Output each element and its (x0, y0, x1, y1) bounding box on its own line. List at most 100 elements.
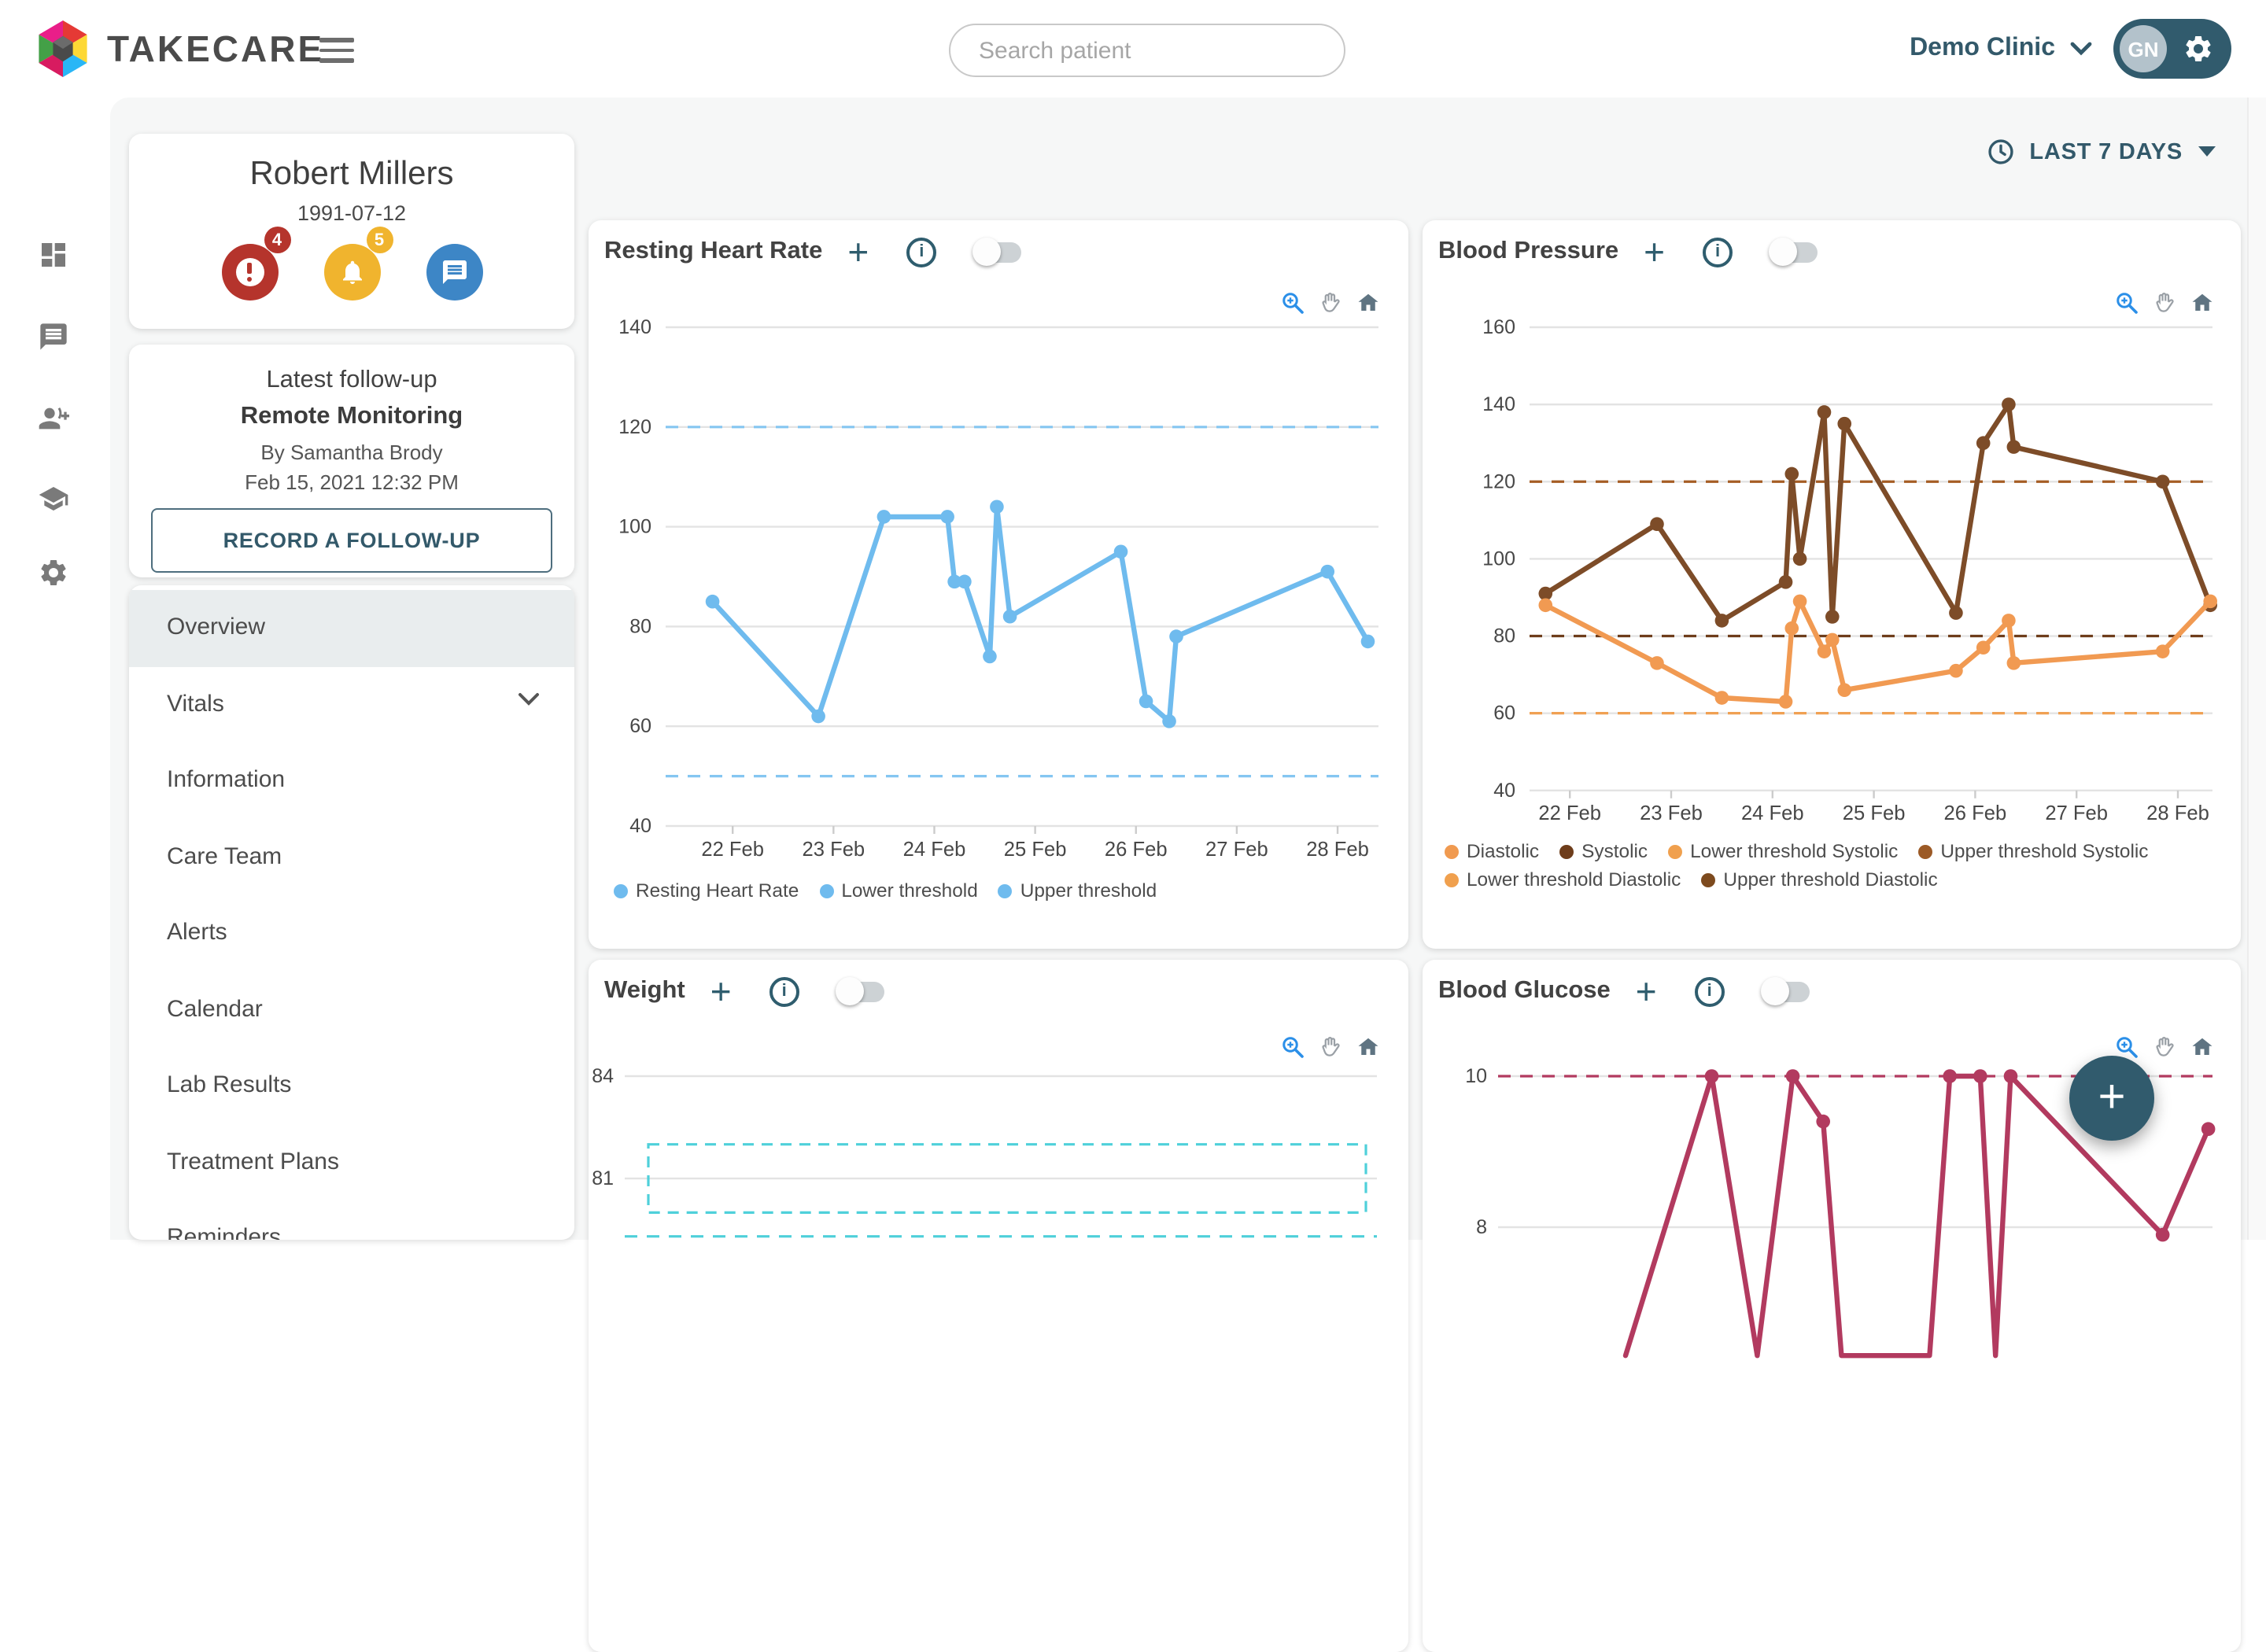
nav-item-treatment-plans[interactable]: Treatment Plans (167, 1148, 339, 1174)
add-measurement-button[interactable]: + (1635, 971, 1657, 1012)
gear-icon[interactable] (2183, 33, 2214, 65)
svg-text:120: 120 (1482, 470, 1515, 492)
search-input[interactable] (949, 24, 1345, 77)
pan-icon[interactable] (1319, 291, 1342, 315)
chart-title: Weight (604, 977, 685, 1004)
chart-title: Resting Heart Rate (604, 238, 823, 264)
app-logo[interactable]: TAKECARE (35, 17, 324, 80)
chart-modebar (2115, 291, 2214, 315)
svg-text:100: 100 (618, 516, 651, 538)
legend-dot-icon (1445, 872, 1459, 887)
clinic-selector[interactable]: Demo Clinic (1910, 35, 2093, 63)
svg-text:80: 80 (629, 615, 651, 637)
nav-item-overview[interactable]: Overview (129, 590, 574, 666)
error-icon (235, 258, 264, 286)
scrollbar[interactable] (2247, 98, 2266, 1240)
svg-text:23 Feb: 23 Feb (802, 839, 865, 861)
chart-toggle[interactable] (1760, 977, 1810, 1005)
avatar: GN (2120, 25, 2167, 72)
add-fab-button[interactable]: + (2069, 1056, 2154, 1141)
record-followup-button[interactable]: RECORD A FOLLOW-UP (151, 508, 552, 573)
nav-item-reminders[interactable]: Reminders (167, 1224, 282, 1240)
patient-name: Robert Millers (249, 156, 454, 192)
person-add-icon[interactable] (38, 403, 69, 434)
pan-icon[interactable] (2153, 291, 2176, 315)
menu-hamburger-icon[interactable] (319, 38, 354, 69)
home-icon[interactable] (2190, 291, 2214, 315)
home-icon[interactable] (1356, 1035, 1380, 1059)
info-icon[interactable]: i (1694, 976, 1725, 1006)
nav-item-care-team[interactable]: Care Team (167, 843, 282, 869)
info-icon[interactable]: i (769, 976, 799, 1006)
legend-item: Upper threshold (998, 879, 1157, 902)
notifications-badge[interactable]: 5 (323, 227, 393, 301)
clock-icon (1987, 139, 2013, 164)
svg-text:28 Feb: 28 Feb (2146, 802, 2209, 824)
user-menu[interactable]: GN (2113, 19, 2231, 79)
svg-text:22 Feb: 22 Feb (701, 839, 764, 861)
info-icon[interactable]: i (1703, 237, 1733, 267)
app-name: TAKECARE (107, 28, 325, 68)
svg-text:24 Feb: 24 Feb (903, 839, 966, 861)
pan-icon[interactable] (2153, 1035, 2176, 1059)
period-selector[interactable]: LAST 7 DAYS (1987, 138, 2216, 165)
nav-item-alerts[interactable]: Alerts (167, 919, 227, 946)
add-measurement-button[interactable]: + (1644, 231, 1665, 272)
legend-item: Resting Heart Rate (614, 879, 799, 902)
message-icon (442, 260, 466, 284)
svg-text:40: 40 (629, 815, 651, 837)
clinic-name: Demo Clinic (1910, 35, 2055, 61)
chart-header: Blood Glucose + i (1438, 971, 1810, 1012)
nav-item-vitals[interactable]: Vitals (129, 666, 574, 743)
chart-toggle[interactable] (1769, 238, 1818, 266)
legend-dot-icon (1701, 872, 1716, 887)
svg-text:140: 140 (618, 316, 651, 338)
legend-dot-icon (1559, 844, 1574, 858)
alerts-badge[interactable]: 4 (221, 227, 290, 301)
zoom-icon[interactable] (1281, 1035, 1305, 1059)
chart-legend: Resting Heart Rate Lower threshold Upper t… (614, 879, 1385, 908)
chevron-down-icon (519, 692, 539, 705)
info-icon[interactable]: i (906, 237, 937, 267)
svg-text:60: 60 (1493, 702, 1515, 725)
messages-badge[interactable] (426, 244, 482, 301)
nav-item-lab-results[interactable]: Lab Results (167, 1071, 292, 1098)
zoom-icon[interactable] (2115, 1035, 2139, 1059)
legend-item: Upper threshold Diastolic (1701, 868, 1938, 891)
resting-heart-rate-card: Resting Heart Rate + i 40 60 80 100 120 140 22… (589, 220, 1408, 949)
home-icon[interactable] (2190, 1035, 2214, 1059)
chevron-down-icon (2070, 42, 2092, 56)
chart-header: Resting Heart Rate + i (604, 231, 1022, 272)
home-icon[interactable] (1356, 291, 1380, 315)
patient-nav: Overview Vitals Information Care Team Al… (129, 585, 574, 1240)
patient-badges: 4 5 (129, 227, 574, 301)
chart-toggle[interactable] (835, 977, 884, 1005)
logo-hexagon-icon (39, 20, 87, 77)
followup-datetime: Feb 15, 2021 12:32 PM (245, 470, 459, 494)
blood-pressure-card: Blood Pressure + i 40 60 80 100 120 140 160 22 … (1423, 220, 2241, 949)
chart-header: Blood Pressure + i (1438, 231, 1818, 272)
nav-item-calendar[interactable]: Calendar (167, 995, 263, 1022)
zoom-icon[interactable] (1281, 291, 1305, 315)
add-measurement-button[interactable]: + (710, 971, 732, 1012)
zoom-icon[interactable] (2115, 291, 2139, 315)
period-label: LAST 7 DAYS (2029, 139, 2183, 164)
svg-text:27 Feb: 27 Feb (1205, 839, 1268, 861)
legend-item: Lower threshold (819, 879, 978, 902)
settings-icon[interactable] (38, 557, 69, 588)
chart-title: Blood Pressure (1438, 238, 1619, 264)
svg-text:160: 160 (1482, 316, 1515, 338)
nav-item-information[interactable]: Information (167, 766, 286, 793)
dashboard-icon[interactable] (38, 239, 69, 271)
education-icon[interactable] (38, 483, 69, 514)
chart-toggle[interactable] (972, 238, 1022, 266)
add-measurement-button[interactable]: + (847, 231, 869, 272)
weight-chart: 81 84 (592, 1065, 1377, 1238)
legend-item: Upper threshold Systolic (1918, 840, 2149, 862)
blood-pressure-chart: 40 60 80 100 120 140 160 22 Feb 23 Feb 24 Feb 25 F… (1482, 316, 2218, 824)
notifications-count: 5 (366, 227, 393, 253)
legend-dot-icon (819, 883, 834, 898)
svg-text:25 Feb: 25 Feb (1004, 839, 1067, 861)
pan-icon[interactable] (1319, 1035, 1342, 1059)
chat-icon[interactable] (38, 321, 69, 352)
